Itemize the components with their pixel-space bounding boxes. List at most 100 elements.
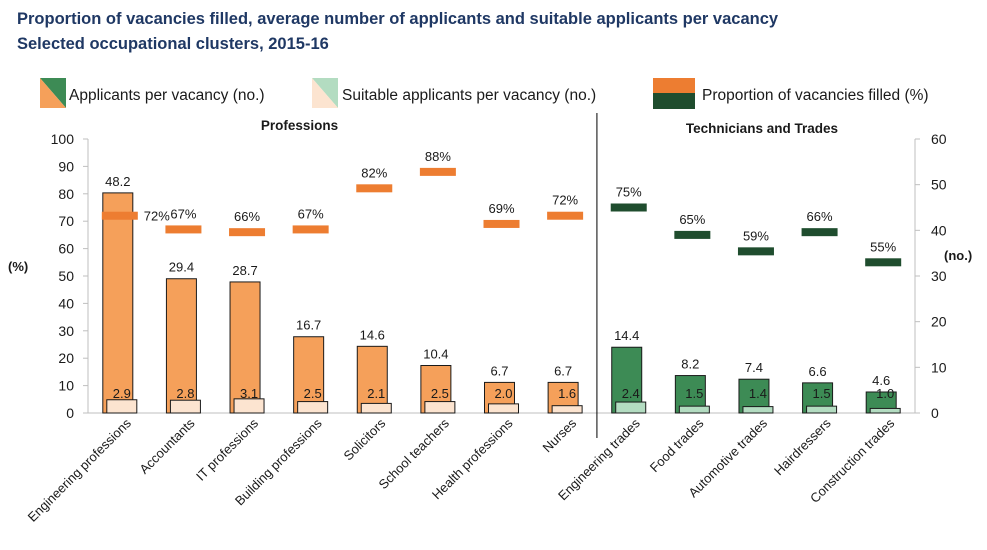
marker-filled-food-trades bbox=[674, 230, 711, 239]
category-label-hairdressers: Hairdressers bbox=[771, 415, 834, 478]
bar-suitable-engineering-trades bbox=[615, 401, 647, 414]
bar-suitable-health-professions bbox=[488, 403, 519, 414]
label-applicants-school-teachers: 10.4 bbox=[423, 347, 448, 362]
bar-suitable-building-professions bbox=[297, 401, 329, 414]
label-applicants-nurses: 6.7 bbox=[554, 363, 572, 378]
label-suitable-accountants: 2.8 bbox=[176, 386, 194, 401]
legend-applicants-per-vacancy-no-label: Applicants per vacancy (no.) bbox=[69, 87, 265, 104]
label-applicants-food-trades: 8.2 bbox=[681, 357, 699, 372]
marker-filled-engineering-professions bbox=[101, 211, 138, 220]
right-tick-label: 40 bbox=[931, 222, 947, 238]
label-filled-it-professions: 66% bbox=[234, 209, 260, 224]
label-applicants-solicitors: 14.6 bbox=[360, 327, 385, 342]
bar-suitable-nurses bbox=[551, 405, 583, 414]
bar-applicants-it-professions bbox=[229, 281, 261, 414]
bar-suitable-automotive-trades bbox=[742, 406, 774, 414]
bar-suitable-construction-trades bbox=[869, 407, 901, 414]
bar-applicants-engineering-professions bbox=[102, 192, 134, 414]
left-tick-label: 20 bbox=[58, 350, 74, 366]
right-tick-label: 10 bbox=[931, 359, 947, 375]
marker-filled-building-professions bbox=[292, 225, 329, 234]
legend-suitable-applicants-per-vacancy-no-swatch-prof bbox=[312, 78, 338, 108]
chart-title: Proportion of vacancies filled, average … bbox=[17, 10, 779, 28]
right-tick-label: 20 bbox=[931, 314, 947, 330]
left-tick-label: 100 bbox=[51, 131, 75, 147]
label-applicants-hairdressers: 6.6 bbox=[809, 364, 827, 379]
bar-suitable-accountants bbox=[169, 399, 201, 414]
label-suitable-health-professions: 2.0 bbox=[494, 386, 512, 401]
marker-filled-health-professions bbox=[483, 219, 520, 228]
label-filled-nurses: 72% bbox=[552, 193, 578, 208]
bar-suitable-hairdressers bbox=[806, 405, 838, 414]
bar-suitable-school-teachers bbox=[424, 401, 456, 414]
label-filled-accountants: 67% bbox=[170, 206, 196, 221]
left-axis-label: (%) bbox=[8, 259, 28, 274]
label-applicants-engineering-trades: 14.4 bbox=[614, 328, 639, 343]
left-tick-label: 90 bbox=[58, 158, 74, 174]
marker-filled-school-teachers bbox=[419, 167, 456, 176]
bar-suitable-it-professions bbox=[233, 398, 265, 414]
bar-suitable-engineering-professions bbox=[106, 399, 138, 414]
group-label-trades: Technicians and Trades bbox=[686, 121, 838, 136]
label-suitable-engineering-professions: 2.9 bbox=[113, 386, 131, 401]
label-suitable-engineering-trades: 2.4 bbox=[622, 386, 640, 401]
right-tick-label: 60 bbox=[931, 131, 947, 147]
left-tick-label: 60 bbox=[58, 241, 74, 257]
label-suitable-nurses: 1.6 bbox=[558, 386, 576, 401]
label-suitable-building-professions: 2.5 bbox=[304, 386, 322, 401]
label-filled-automotive-trades: 59% bbox=[743, 228, 769, 243]
bar-applicants-solicitors bbox=[356, 345, 388, 414]
marker-filled-hairdressers bbox=[801, 228, 838, 237]
category-label-solicitors: Solicitors bbox=[340, 415, 388, 463]
category-label-accountants: Accountants bbox=[136, 415, 198, 477]
left-tick-label: 0 bbox=[66, 405, 74, 421]
legend-suitable-applicants-per-vacancy-no-label: Suitable applicants per vacancy (no.) bbox=[342, 87, 596, 104]
category-label-food-trades: Food trades bbox=[647, 415, 707, 475]
label-filled-school-teachers: 88% bbox=[425, 149, 451, 164]
legend-proportion-of-vacancies-filled-label: Proportion of vacancies filled (%) bbox=[702, 87, 929, 104]
label-filled-hairdressers: 66% bbox=[807, 209, 833, 224]
label-filled-engineering-professions: 72% bbox=[144, 209, 170, 224]
label-applicants-automotive-trades: 7.4 bbox=[745, 360, 763, 375]
group-label-professions: Professions bbox=[261, 118, 338, 133]
left-tick-label: 10 bbox=[58, 378, 74, 394]
right-tick-label: 0 bbox=[931, 405, 939, 421]
marker-filled-accountants bbox=[165, 225, 202, 234]
marker-filled-solicitors bbox=[356, 184, 393, 193]
label-filled-building-professions: 67% bbox=[298, 206, 324, 221]
label-filled-solicitors: 82% bbox=[361, 165, 387, 180]
label-suitable-school-teachers: 2.5 bbox=[431, 386, 449, 401]
label-applicants-it-professions: 28.7 bbox=[232, 263, 257, 278]
label-suitable-hairdressers: 1.5 bbox=[813, 386, 831, 401]
left-tick-label: 30 bbox=[58, 323, 74, 339]
left-tick-label: 70 bbox=[58, 213, 74, 229]
label-suitable-construction-trades: 1.0 bbox=[876, 386, 894, 401]
right-axis-label: (no.) bbox=[944, 248, 972, 263]
left-tick-label: 50 bbox=[58, 268, 74, 284]
marker-filled-automotive-trades bbox=[737, 247, 774, 256]
label-filled-construction-trades: 55% bbox=[870, 239, 896, 254]
left-tick-label: 40 bbox=[58, 295, 74, 311]
category-label-it-professions: IT professions bbox=[193, 415, 262, 484]
label-applicants-construction-trades: 4.6 bbox=[872, 373, 890, 388]
legend-proportion-of-vacancies-filled-swatch-prof bbox=[653, 78, 695, 93]
label-suitable-it-professions: 3.1 bbox=[240, 386, 258, 401]
category-label-nurses: Nurses bbox=[540, 415, 580, 455]
right-tick-label: 30 bbox=[931, 268, 947, 284]
marker-filled-nurses bbox=[547, 211, 584, 220]
label-suitable-automotive-trades: 1.4 bbox=[749, 386, 767, 401]
marker-filled-engineering-trades bbox=[610, 203, 647, 212]
right-tick-label: 50 bbox=[931, 177, 947, 193]
label-filled-health-professions: 69% bbox=[488, 201, 514, 216]
label-filled-engineering-trades: 75% bbox=[616, 185, 642, 200]
legend-proportion-of-vacancies-filled-swatch-trade bbox=[653, 93, 695, 109]
bar-suitable-food-trades bbox=[678, 405, 710, 414]
chart-subtitle: Selected occupational clusters, 2015-16 bbox=[17, 35, 329, 53]
bar-applicants-accountants bbox=[165, 278, 197, 414]
left-tick-label: 80 bbox=[58, 186, 74, 202]
marker-filled-it-professions bbox=[229, 228, 266, 237]
bar-applicants-building-professions bbox=[293, 336, 325, 414]
label-suitable-solicitors: 2.1 bbox=[367, 386, 385, 401]
label-applicants-accountants: 29.4 bbox=[169, 260, 194, 275]
